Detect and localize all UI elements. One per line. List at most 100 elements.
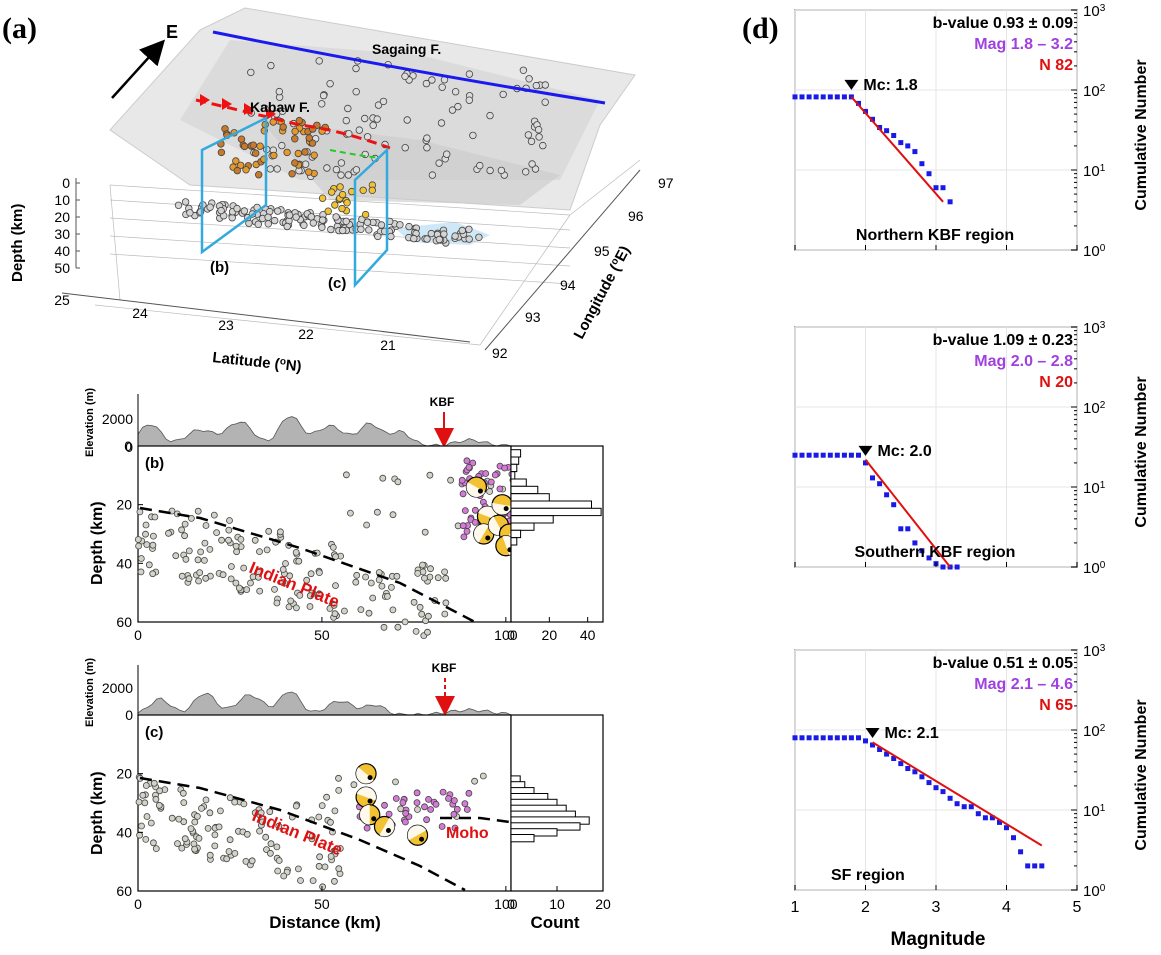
elevation-profile-c [137, 691, 512, 716]
earthquake-marker [145, 561, 153, 569]
depth-tick-label: 0 [62, 175, 70, 191]
earthquake-marker [361, 114, 369, 123]
fmd-y-tick-label: 102 [1083, 723, 1106, 741]
earthquake-marker [259, 818, 266, 826]
sagaing-fault-line [212, 30, 606, 105]
east-label: E [166, 22, 178, 42]
fmd-data-point [898, 526, 904, 532]
earthquake-marker [202, 522, 210, 529]
earthquake-marker [294, 149, 302, 158]
mc-label: Mc: 2.1 [885, 725, 939, 742]
earthquake-marker [486, 166, 494, 175]
count-tick-label: 0 [507, 896, 515, 912]
earthquake-marker [200, 557, 208, 564]
earthquake-marker [251, 149, 260, 157]
earthquake-marker [423, 235, 431, 243]
earthquake-marker [539, 141, 547, 150]
earthquake-marker [315, 569, 323, 576]
section-b-label: (b) [145, 455, 164, 472]
earthquake-marker [217, 148, 226, 157]
earthquake-marker [424, 628, 431, 636]
earthquake-marker [459, 522, 467, 530]
earthquake-marker [318, 223, 326, 231]
fmd-y-tick-base: 10 [1083, 643, 1100, 660]
earthquake-marker [141, 799, 149, 807]
histogram-bar [510, 449, 522, 458]
earthquake-marker [487, 478, 495, 486]
fmd-data-point [799, 735, 805, 741]
fmd-data-point [1025, 863, 1031, 869]
earthquake-marker [206, 203, 214, 211]
earthquake-marker [263, 546, 271, 554]
earthquake-marker [399, 799, 407, 806]
fmd-y-tick-base: 10 [1083, 3, 1100, 20]
fmd-x-tick-label: 3 [932, 899, 941, 916]
earthquake-marker [332, 165, 341, 174]
earthquake-marker [186, 209, 194, 217]
earthquake-marker [151, 513, 159, 521]
fmd-y-tick-exp: 0 [1100, 883, 1106, 894]
x-tick-label: 50 [314, 627, 330, 643]
earthquake-marker [303, 576, 311, 584]
earthquake-marker [273, 165, 281, 173]
fmd-data-point [891, 133, 897, 138]
latitude-tick-label: 25 [54, 292, 70, 308]
earthquake-marker [136, 831, 144, 839]
earthquake-marker [328, 188, 336, 196]
earthquake-marker [138, 822, 145, 830]
fmd-data-point [961, 804, 967, 810]
count-tick-label: 0 [507, 627, 515, 643]
earthquake-marker [342, 116, 350, 125]
fmd-data-point [841, 452, 847, 458]
earthquake-marker [181, 532, 189, 540]
depth-section-b [137, 445, 512, 623]
fmd-data-point [841, 94, 847, 100]
earthquake-marker [318, 100, 326, 108]
earthquake-marker [479, 772, 487, 780]
earthquake-marker [233, 548, 241, 556]
fmd-data-point [997, 819, 1002, 825]
earthquake-marker [318, 194, 327, 202]
fmd-y-tick-label: 101 [1083, 480, 1106, 498]
kabaw-fault-line [195, 98, 391, 150]
earthquake-marker [335, 865, 343, 873]
earthquake-marker [292, 549, 300, 556]
fmd-y-tick-label: 100 [1083, 560, 1106, 578]
earthquake-marker [443, 150, 451, 158]
map-earthquakes [174, 57, 549, 247]
elevation-tick-c-0: 0 [125, 707, 133, 723]
fmd-data-point [891, 502, 897, 508]
earthquake-marker [191, 818, 199, 826]
earthquake-marker [262, 833, 270, 841]
earthquake-marker [266, 808, 274, 816]
focal-mechanism-quadrant [473, 523, 489, 543]
fmd-y-tick-exp: 3 [1100, 643, 1106, 654]
fmd-data-point [898, 761, 904, 767]
fmd-data-point [834, 452, 840, 458]
fmd-y-tick-base: 10 [1083, 803, 1100, 820]
earthquake-marker [174, 840, 181, 847]
earthquake-marker [282, 560, 289, 567]
earthquake-marker [329, 544, 337, 551]
earthquake-marker [235, 584, 243, 592]
x-tick-label: 0 [134, 896, 142, 912]
earthquake-marker [465, 235, 473, 243]
y-tick-label: 20 [116, 766, 132, 782]
earthquake-marker [195, 577, 203, 585]
fmd-data-point [863, 108, 868, 114]
earthquake-marker [236, 161, 245, 169]
earthquake-marker [463, 528, 471, 535]
histogram-bar [510, 522, 535, 531]
fmd-data-point [792, 94, 798, 100]
longitude-tick-label: 95 [594, 243, 610, 259]
panel-a-label: (a) [2, 12, 37, 45]
depth-tick-label: 50 [54, 260, 70, 276]
focal-mechanism [406, 824, 429, 846]
earthquake-marker [172, 552, 180, 560]
earthquake-marker [414, 806, 421, 813]
earthquake-marker [450, 797, 458, 804]
earthquake-marker [365, 226, 373, 234]
earthquake-marker [315, 862, 323, 870]
earthquake-marker [412, 628, 420, 635]
